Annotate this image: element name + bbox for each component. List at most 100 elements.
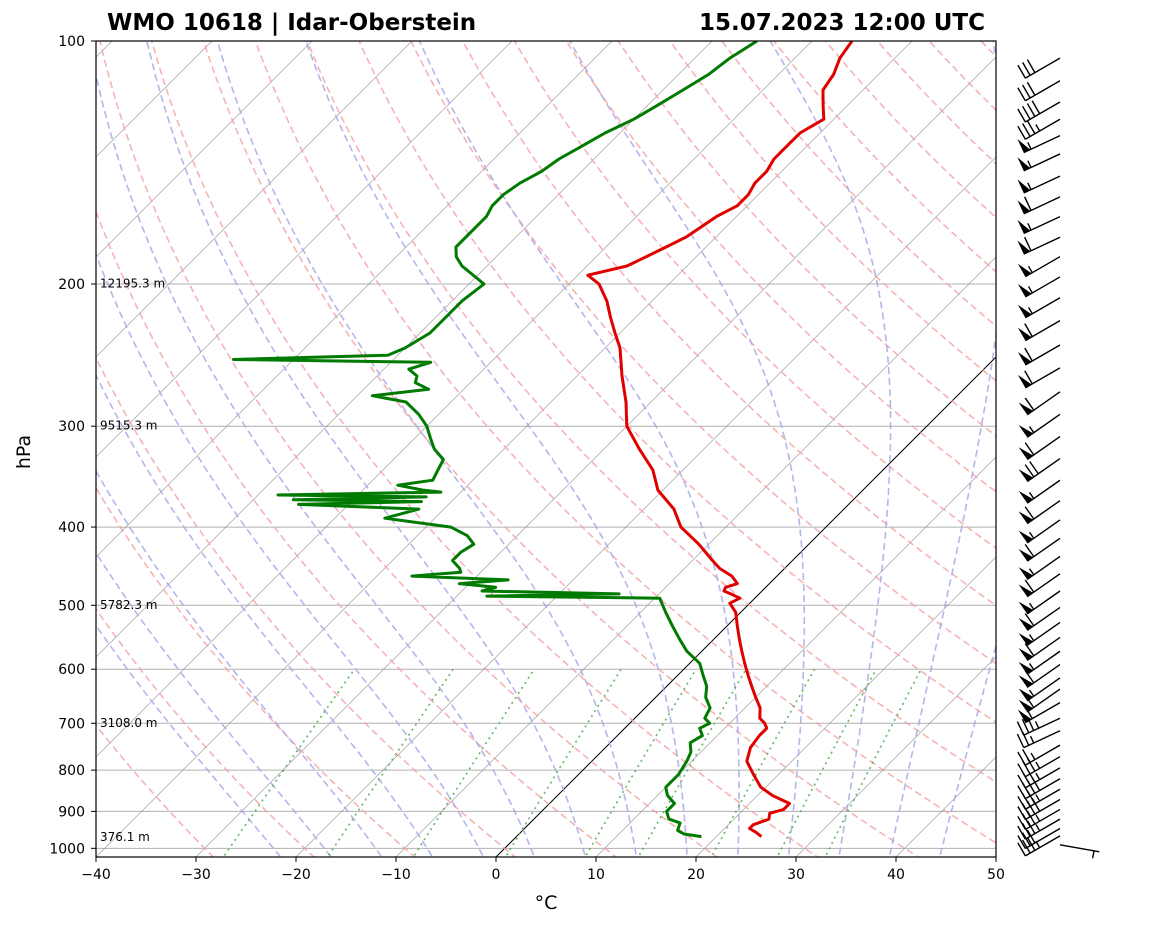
mixing-ratio-line (710, 668, 816, 857)
dry-adiabats (96, 41, 1160, 865)
wind-barb (1017, 320, 1061, 342)
wind-barb (1017, 153, 1061, 172)
y-tick-label: 600 (58, 662, 85, 678)
moist-adiabat (96, 624, 282, 857)
height-label: 3108.0 m (100, 716, 158, 730)
wind-barb (1018, 391, 1061, 416)
chart-datetime: 15.07.2023 12:00 UTC (699, 10, 985, 36)
y-tick-label: 900 (58, 804, 85, 820)
x-tick-label: 30 (787, 867, 805, 883)
dry-adiabat (773, 41, 996, 273)
x-tick-label: −40 (81, 867, 111, 883)
wind-barb (1018, 435, 1061, 461)
wind-barb (1017, 276, 1061, 298)
dry-adiabat (202, 41, 920, 857)
moist-adiabat (96, 469, 383, 857)
dry-adiabat (461, 41, 996, 607)
height-labels: 12195.3 m 9515.3 m 5782.3 m 3108.0 m 376.1 m (100, 277, 165, 845)
mixing-ratio-line (584, 668, 697, 857)
isotherms (96, 41, 996, 857)
isotherm (96, 41, 513, 458)
wind-barb (1017, 256, 1061, 278)
pressure-gridlines (96, 41, 996, 849)
wind-barb (1017, 236, 1061, 255)
moist-adiabats (96, 41, 996, 857)
plot-frame (95, 40, 997, 858)
dry-adiabat (96, 486, 416, 857)
height-label: 12195.3 m (100, 277, 165, 291)
isotherm (96, 41, 613, 558)
isotherm (695, 556, 996, 857)
x-axis-label: °C (535, 892, 558, 914)
wind-barb (1017, 196, 1061, 215)
wind-barb (1017, 175, 1061, 194)
y-tick-label: 500 (58, 598, 85, 614)
wind-barb (1018, 413, 1061, 438)
wind-barb (1017, 788, 1061, 810)
y-tick-label: 300 (58, 419, 85, 435)
mixing-ratio-line (776, 668, 877, 857)
wind-barb (1017, 344, 1061, 366)
wind-barbs (1016, 57, 1100, 859)
y-tick-label: 700 (58, 716, 85, 732)
moist-adiabat (96, 252, 485, 857)
wind-barb (1017, 367, 1061, 389)
y-tick-label: 100 (58, 34, 85, 50)
wind-barb (1017, 100, 1061, 123)
y-tick-label: 200 (58, 277, 85, 293)
dry-adiabat (306, 41, 996, 784)
x-tick-label: −30 (181, 867, 211, 883)
wind-barb (1018, 573, 1061, 598)
height-label: 5782.3 m (100, 598, 158, 612)
wind-barb (1017, 297, 1061, 319)
wind-barb (1018, 500, 1061, 525)
isotherm (895, 756, 996, 857)
dry-adiabat (96, 209, 618, 857)
dry-adiabat (876, 41, 996, 165)
dry-adiabat (1033, 41, 1160, 865)
mixing-ratio-line (637, 668, 747, 857)
dry-adiabat (99, 41, 719, 857)
profile-series (232, 41, 854, 839)
wind-barb (1017, 808, 1061, 831)
wind-barb (1017, 80, 1061, 102)
dry-adiabat (96, 356, 517, 857)
moist-adiabat (418, 41, 740, 857)
isotherm (96, 41, 413, 358)
mixing-ratio-line (504, 668, 622, 857)
height-label: 9515.3 m (100, 419, 158, 433)
wind-barb (1016, 730, 1061, 749)
mixing-ratio-line (412, 668, 535, 857)
moist-adiabat (769, 41, 892, 857)
wind-barb (1018, 590, 1061, 615)
wind-barb (1059, 844, 1100, 859)
wind-barb (1017, 835, 1061, 857)
chart-title: WMO 10618 | Idar-Oberstein (107, 10, 476, 36)
height-label: 376.1 m (100, 830, 150, 844)
isotherm (195, 56, 996, 857)
y-tick-label: 400 (58, 520, 85, 536)
y-axis-label: hPa (13, 435, 35, 469)
x-tick-label: 10 (587, 867, 605, 883)
moist-adiabat (96, 373, 434, 857)
wind-barb (1018, 555, 1061, 580)
dry-adiabat (565, 41, 996, 493)
wind-barb (1016, 716, 1061, 736)
wind-barb (1018, 621, 1061, 646)
axes: −40 −30 −20 −10 0 10 20 30 40 50 100 200 300 400 500 60… (49, 34, 1005, 883)
y-tick-label: 800 (58, 763, 85, 779)
isotherm (96, 41, 313, 258)
dry-adiabat (358, 41, 996, 724)
wind-barb (1017, 57, 1061, 79)
moist-adiabat (146, 41, 587, 857)
temperature-profile (586, 41, 854, 838)
mixing-ratio-lines (222, 668, 922, 857)
moist-adiabat (569, 41, 806, 857)
wind-barb (1017, 767, 1061, 789)
dry-adiabat (254, 41, 996, 844)
isotherm (295, 156, 996, 857)
dry-adiabat (150, 41, 819, 857)
dry-adiabat (928, 41, 996, 112)
dry-adiabat (1137, 41, 1160, 865)
wind-barb (1018, 677, 1061, 702)
